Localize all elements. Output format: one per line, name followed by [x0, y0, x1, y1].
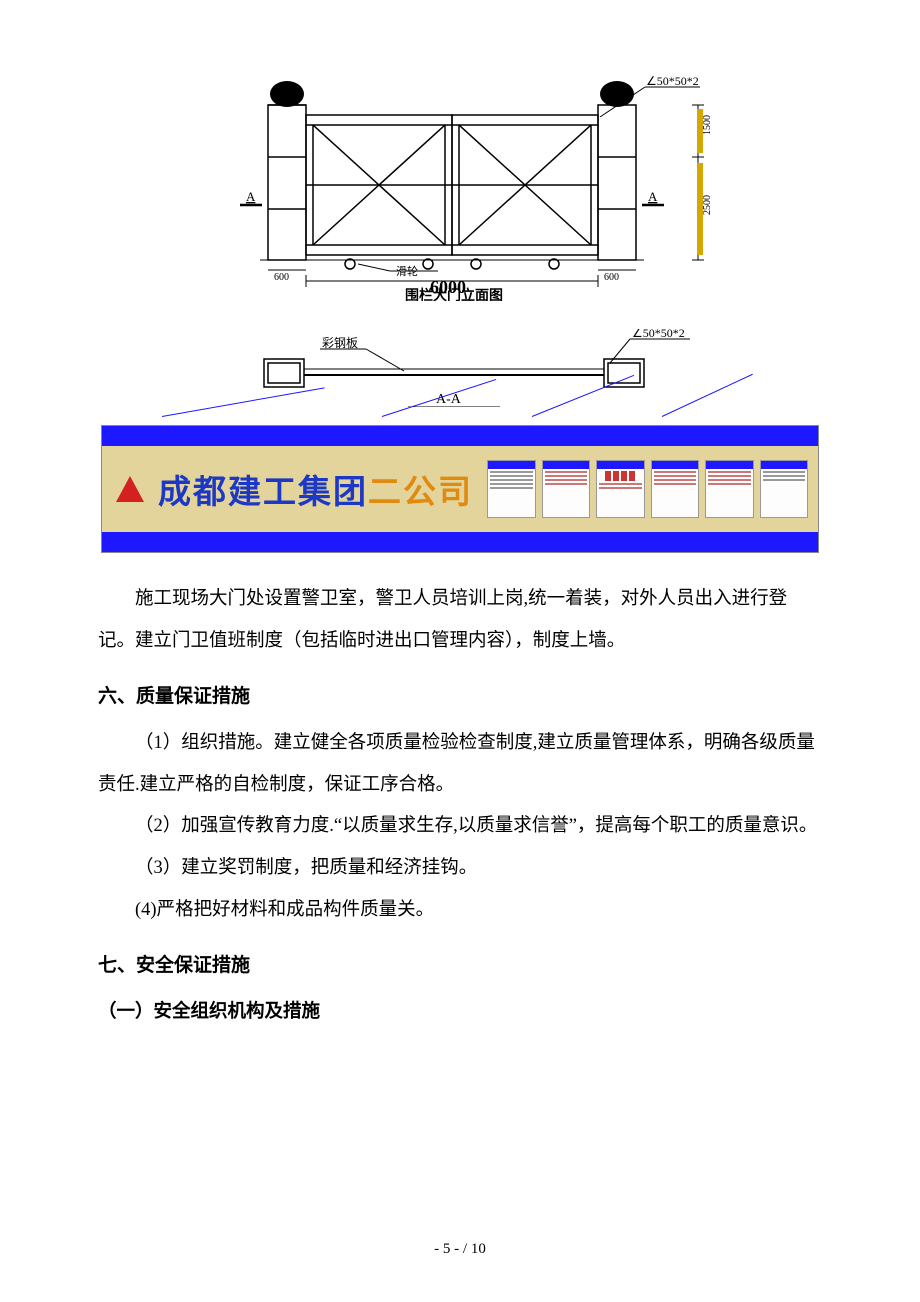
post-dim-right: 600	[604, 272, 619, 283]
angle-spec-label: ∠50*50*2	[646, 75, 699, 88]
info-board	[651, 460, 700, 518]
pulley-label: 滑轮	[396, 264, 418, 278]
gate-caption: 围栏大门立面图	[405, 287, 503, 301]
paragraph: （3）建立奖罚制度，把质量和经济挂钩。	[98, 848, 822, 890]
page-current: - 5 -	[434, 1241, 459, 1257]
page-total: 10	[471, 1241, 486, 1257]
page-sep: /	[459, 1241, 471, 1257]
engineering-diagrams: A A ∠50*50*2 滑轮 6000 600 600 1500 2500 围…	[180, 75, 740, 407]
info-board	[596, 460, 645, 518]
info-board	[760, 460, 809, 518]
height-top: 1500	[702, 115, 713, 135]
gate-elevation-drawing: A A ∠50*50*2 滑轮 6000 600 600 1500 2500 围…	[190, 75, 730, 301]
heading-7: 七、安全保证措施	[98, 945, 822, 988]
paragraph: （1）组织措施。建立健全各项质量检验检查制度,建立质量管理体系，明确各级质量责任…	[98, 723, 822, 806]
banner-top-stripe	[102, 426, 818, 446]
post-dim-left: 600	[274, 272, 289, 283]
info-board	[705, 460, 754, 518]
info-boards	[487, 460, 808, 518]
banner-bottom-stripe	[102, 532, 818, 552]
heading-6: 六、质量保证措施	[98, 676, 822, 719]
company-suffix: 二公司	[368, 475, 473, 511]
subheading-7-1: （一）安全组织机构及措施	[98, 992, 822, 1034]
section-mark-a-right: A	[648, 189, 658, 204]
info-board	[487, 460, 536, 518]
company-main: 成都建工集团	[158, 475, 368, 511]
info-board	[542, 460, 591, 518]
gate-section-drawing: 彩钢板 ∠50*50*2 A-A	[190, 329, 730, 407]
plate-label: 彩钢板	[322, 336, 358, 350]
section-angle-spec: ∠50*50*2	[632, 329, 685, 340]
company-name: 成都建工集团二公司	[158, 465, 473, 513]
page-footer: - 5 - / 10	[0, 1241, 920, 1258]
height-bottom: 2500	[702, 195, 713, 215]
company-logo-icon	[116, 476, 144, 502]
paragraph: (4)严格把好材料和成品构件质量关。	[98, 890, 822, 932]
paragraph: （2）加强宣传教育力度.“以质量求生存,以质量求信誉”，提高每个职工的质量意识。	[98, 806, 822, 848]
construction-banner: 成都建工集团二公司	[101, 425, 819, 553]
section-mark-a-left: A	[246, 189, 256, 204]
document-body: 施工现场大门处设置警卫室，警卫人员培训上岗,统一着装，对外人员出入进行登记。建立…	[98, 579, 822, 1034]
paragraph: 施工现场大门处设置警卫室，警卫人员培训上岗,统一着装，对外人员出入进行登记。建立…	[98, 579, 822, 662]
